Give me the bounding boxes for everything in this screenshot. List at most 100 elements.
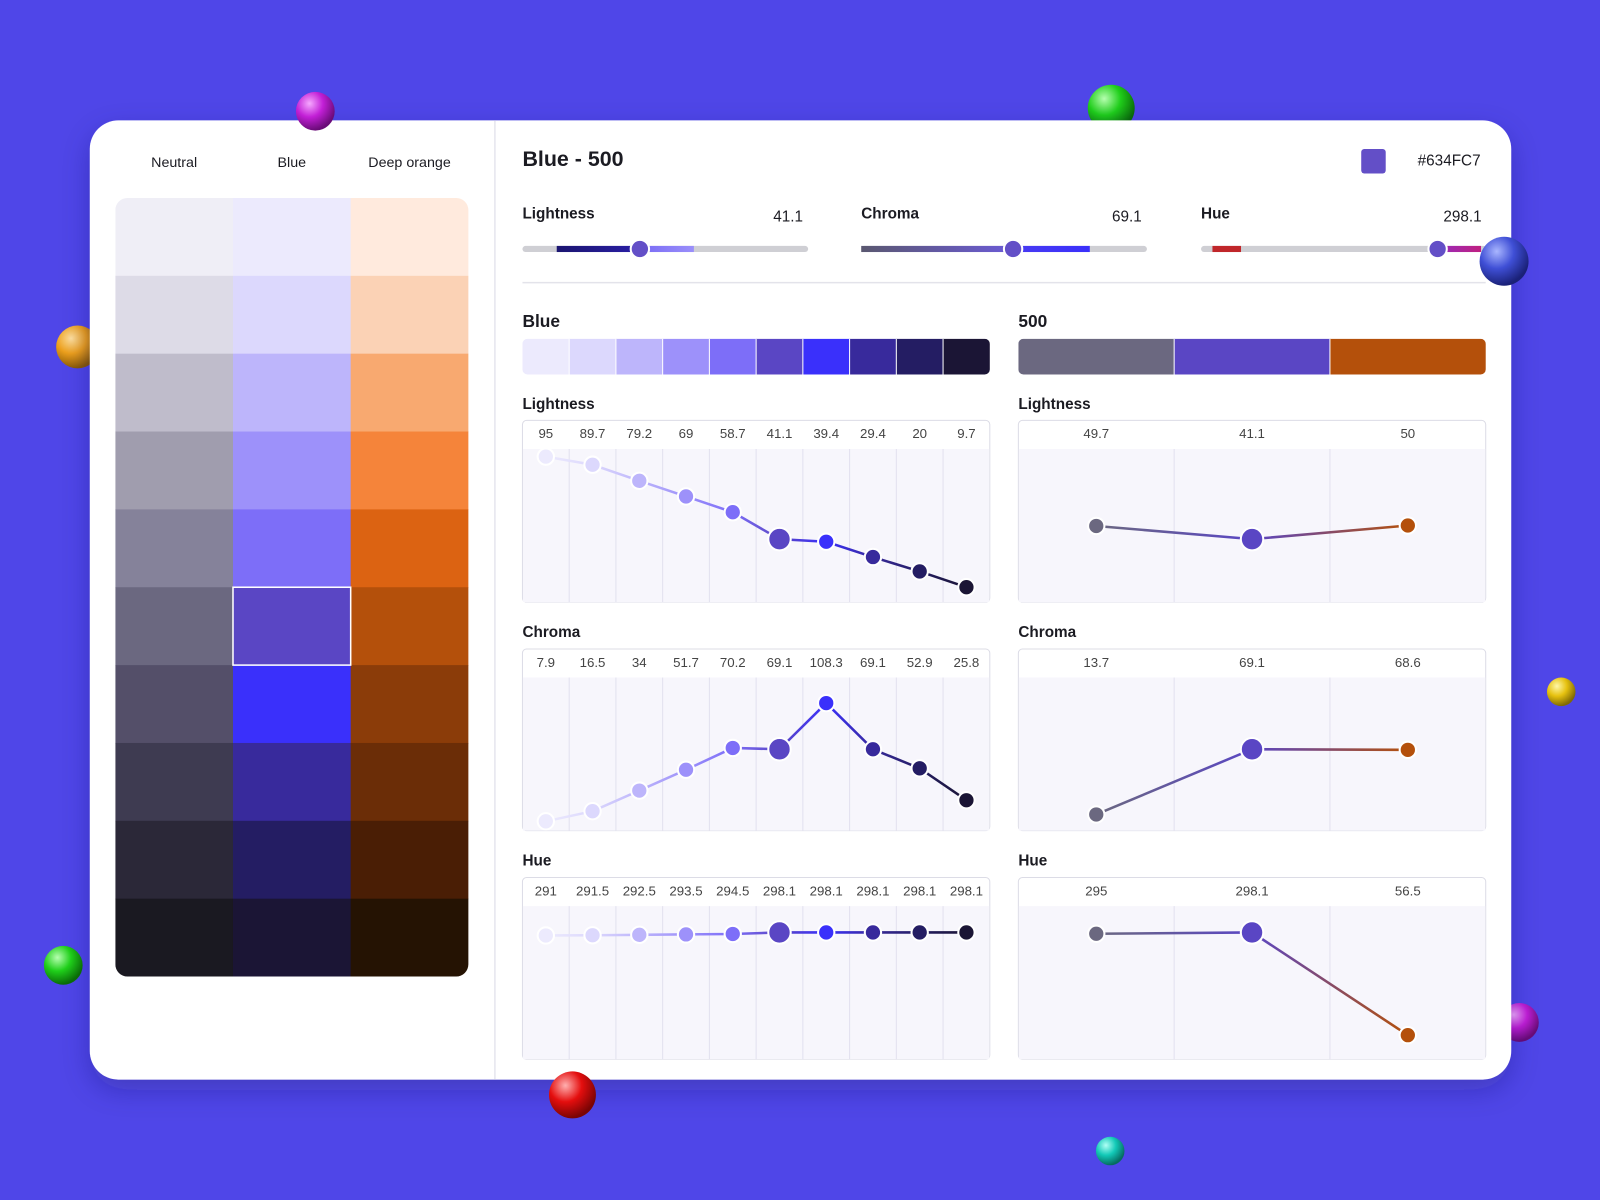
metric-point[interactable]	[1239, 737, 1265, 762]
bar-swatch[interactable]	[709, 338, 757, 375]
metric-point[interactable]	[676, 487, 696, 506]
swatch[interactable]	[350, 275, 469, 355]
metric-point[interactable]	[863, 740, 883, 759]
swatch[interactable]	[350, 509, 469, 588]
metric-point[interactable]	[910, 923, 929, 942]
column-header[interactable]: Neutral	[151, 155, 197, 171]
swatch[interactable]	[350, 197, 469, 277]
metric-point[interactable]	[1398, 516, 1418, 535]
swatch[interactable]	[115, 820, 234, 900]
metric-point[interactable]	[957, 578, 976, 597]
swatch[interactable]	[232, 197, 352, 277]
swatch[interactable]	[115, 509, 234, 588]
metric-point[interactable]	[630, 781, 649, 800]
swatch[interactable]	[350, 742, 469, 822]
metric-point[interactable]	[583, 455, 602, 474]
metric-point[interactable]	[863, 923, 883, 942]
bar-swatch[interactable]	[662, 338, 710, 375]
swatch[interactable]	[350, 353, 469, 433]
value-label: 69	[679, 426, 694, 441]
metric-point[interactable]	[817, 693, 836, 713]
metric-point[interactable]	[583, 802, 602, 821]
bar-swatch[interactable]	[756, 338, 804, 375]
metric-point[interactable]	[817, 923, 836, 942]
metric-point[interactable]	[767, 526, 792, 552]
metric-point[interactable]	[676, 925, 696, 944]
metric-point[interactable]	[1398, 740, 1418, 760]
metric-point[interactable]	[723, 503, 742, 522]
swatch[interactable]	[232, 898, 352, 977]
slider-knob[interactable]	[1002, 238, 1024, 260]
metric-point[interactable]	[583, 926, 602, 945]
metric-point[interactable]	[767, 920, 792, 945]
swatch[interactable]	[115, 275, 234, 355]
swatch[interactable]	[115, 665, 234, 744]
metric-point[interactable]	[630, 471, 649, 491]
swatch[interactable]	[115, 353, 234, 433]
swatch[interactable]	[232, 820, 352, 900]
metric-point[interactable]	[863, 547, 883, 567]
hex-value[interactable]: #634FC7	[1418, 152, 1481, 169]
value-label: 16.5	[580, 655, 606, 670]
bar-swatch[interactable]	[1329, 338, 1486, 375]
swatch[interactable]	[350, 665, 469, 744]
slider-knob[interactable]	[629, 238, 651, 260]
column-header[interactable]: Deep orange	[368, 155, 451, 171]
value-label: 69.1	[1239, 655, 1265, 670]
swatch[interactable]	[232, 431, 352, 510]
chart-title: Lightness	[1018, 396, 1090, 413]
metric-point[interactable]	[723, 738, 742, 758]
metric-point[interactable]	[1239, 526, 1265, 552]
swatch[interactable]	[232, 665, 352, 744]
bar-swatch[interactable]	[569, 338, 617, 375]
metric-point[interactable]	[910, 562, 929, 581]
bar-swatch[interactable]	[896, 338, 944, 375]
metric-point[interactable]	[1087, 516, 1106, 536]
swatch[interactable]	[232, 275, 352, 355]
bar-swatch[interactable]	[849, 338, 897, 375]
metric-point[interactable]	[957, 923, 976, 942]
chart-title: Chroma	[1018, 624, 1076, 641]
bar-swatch[interactable]	[1174, 338, 1331, 375]
metric-point[interactable]	[1398, 1025, 1418, 1045]
metric-point[interactable]	[536, 812, 556, 831]
swatch[interactable]	[350, 898, 469, 977]
column-header[interactable]: Blue	[278, 155, 307, 171]
metric-point[interactable]	[1239, 920, 1265, 945]
metric-point[interactable]	[1087, 924, 1106, 943]
swatch[interactable]	[350, 587, 469, 666]
swatch[interactable]	[232, 742, 352, 822]
value-label: 7.9	[537, 655, 555, 670]
swatch[interactable]	[115, 587, 234, 666]
swatch[interactable]	[232, 353, 352, 433]
metric-point[interactable]	[767, 737, 792, 762]
swatch[interactable]	[232, 509, 352, 588]
swatch[interactable]	[115, 742, 234, 822]
swatch[interactable]	[115, 197, 234, 277]
metric-point[interactable]	[957, 791, 976, 810]
bar-swatch[interactable]	[1018, 338, 1175, 375]
swatch[interactable]	[115, 431, 234, 510]
metric-point[interactable]	[817, 532, 836, 551]
value-label: 292.5	[623, 883, 656, 898]
metric-point[interactable]	[536, 926, 556, 945]
metric-point[interactable]	[723, 924, 742, 944]
swatch[interactable]	[115, 898, 234, 977]
swatch[interactable]	[350, 820, 469, 900]
metric-point[interactable]	[536, 447, 556, 466]
slider-knob[interactable]	[1427, 238, 1448, 260]
value-label: 298.1	[856, 883, 889, 898]
bar-swatch[interactable]	[615, 338, 664, 375]
metric-point[interactable]	[676, 760, 696, 779]
swatch[interactable]	[350, 431, 469, 510]
swatch[interactable]	[232, 587, 352, 666]
metric-point[interactable]	[910, 759, 929, 778]
bar-swatch[interactable]	[943, 338, 990, 375]
metric-point[interactable]	[630, 925, 649, 945]
metric-point[interactable]	[1087, 805, 1106, 824]
value-label: 298.1	[1235, 883, 1268, 898]
bar-swatch[interactable]	[802, 338, 851, 375]
value-label: 79.2	[626, 426, 652, 441]
bar-swatch[interactable]	[522, 338, 570, 375]
